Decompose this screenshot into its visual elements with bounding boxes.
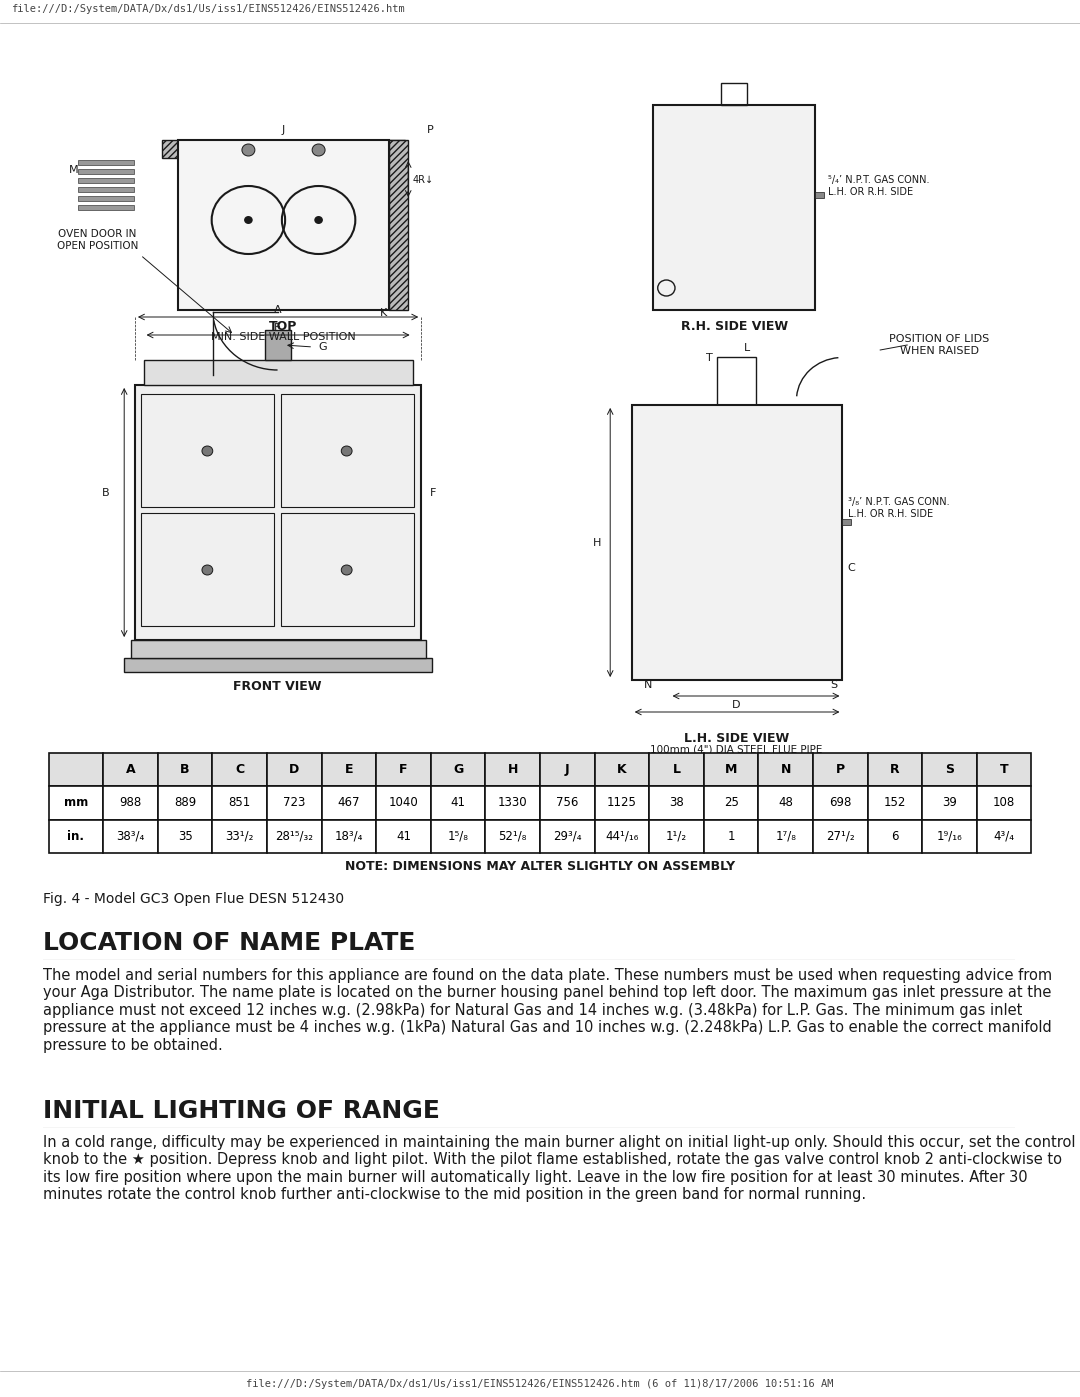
Bar <box>178 140 389 310</box>
Text: The model and serial numbers for this appliance are found on the data plate. The: The model and serial numbers for this ap… <box>43 968 1052 1052</box>
Bar <box>265 330 291 360</box>
Bar <box>632 405 842 680</box>
Text: INITIAL LIGHTING OF RANGE: INITIAL LIGHTING OF RANGE <box>43 1099 440 1123</box>
Circle shape <box>314 217 323 224</box>
Bar <box>721 82 747 105</box>
Text: T: T <box>706 353 713 363</box>
Bar <box>281 513 414 626</box>
Text: FRONT VIEW: FRONT VIEW <box>233 680 322 693</box>
Text: TOP: TOP <box>269 320 297 332</box>
Text: C: C <box>848 563 855 573</box>
Text: J: J <box>281 124 285 136</box>
Text: K: K <box>380 307 387 319</box>
Text: D: D <box>732 700 741 710</box>
Text: Fig. 4 - Model GC3 Open Flue DESN 512430: Fig. 4 - Model GC3 Open Flue DESN 512430 <box>43 893 345 907</box>
Text: In a cold range, difficulty may be experienced in maintaining the main burner al: In a cold range, difficulty may be exper… <box>43 1134 1076 1203</box>
Circle shape <box>202 446 213 455</box>
Text: E: E <box>274 323 281 332</box>
Text: file:///D:/System/DATA/Dx/ds1/Us/iss1/EINS512426/EINS512426.htm (6 of 11)8/17/20: file:///D:/System/DATA/Dx/ds1/Us/iss1/EI… <box>246 1379 834 1389</box>
Bar <box>653 105 815 310</box>
Text: POSITION OF LIDS
WHEN RAISED: POSITION OF LIDS WHEN RAISED <box>890 334 989 356</box>
Text: M: M <box>69 165 78 175</box>
Text: ⁵/₄’ N.P.T. GAS CONN.
L.H. OR R.H. SIDE: ⁵/₄’ N.P.T. GAS CONN. L.H. OR R.H. SIDE <box>828 175 930 197</box>
Bar <box>389 140 408 310</box>
Bar <box>124 658 432 672</box>
Text: R.H. SIDE VIEW: R.H. SIDE VIEW <box>680 320 788 332</box>
Text: L: L <box>744 344 751 353</box>
Bar <box>78 177 134 183</box>
Bar <box>162 140 405 158</box>
Text: MIN. SIDE WALL POSITION: MIN. SIDE WALL POSITION <box>211 332 355 342</box>
Text: 4R↓: 4R↓ <box>413 175 434 184</box>
Text: ³/₈’ N.P.T. GAS CONN.
L.H. OR R.H. SIDE: ³/₈’ N.P.T. GAS CONN. L.H. OR R.H. SIDE <box>848 497 949 518</box>
Text: OVEN DOOR IN
OPEN POSITION: OVEN DOOR IN OPEN POSITION <box>56 229 138 251</box>
Text: H: H <box>593 538 602 548</box>
Circle shape <box>242 144 255 156</box>
Text: NOTE: DIMENSIONS MAY ALTER SLIGHTLY ON ASSEMBLY: NOTE: DIMENSIONS MAY ALTER SLIGHTLY ON A… <box>345 861 735 873</box>
Bar <box>141 394 274 507</box>
Bar <box>78 196 134 201</box>
Bar <box>815 191 824 198</box>
Bar <box>131 640 426 658</box>
Circle shape <box>244 217 253 224</box>
Circle shape <box>312 144 325 156</box>
Text: LOCATION OF NAME PLATE: LOCATION OF NAME PLATE <box>43 932 416 956</box>
Text: N: N <box>644 680 652 690</box>
Circle shape <box>341 446 352 455</box>
Text: A: A <box>273 305 282 314</box>
Bar <box>717 358 756 405</box>
Bar <box>78 187 134 191</box>
Text: L.H. SIDE VIEW: L.H. SIDE VIEW <box>684 732 789 745</box>
Bar <box>78 169 134 175</box>
Bar <box>135 386 421 640</box>
Text: G: G <box>319 342 327 352</box>
Circle shape <box>341 564 352 576</box>
Text: S: S <box>831 680 837 690</box>
Text: file:///D:/System/DATA/Dx/ds1/Us/iss1/EINS512426/EINS512426.htm: file:///D:/System/DATA/Dx/ds1/Us/iss1/EI… <box>11 4 405 14</box>
Bar <box>842 520 851 525</box>
Bar <box>78 205 134 210</box>
Bar <box>144 360 413 386</box>
Text: B: B <box>102 488 109 497</box>
Text: P: P <box>427 124 433 136</box>
Bar <box>141 513 274 626</box>
Circle shape <box>202 564 213 576</box>
Bar <box>78 161 134 165</box>
Text: F: F <box>430 488 436 497</box>
Text: 100mm (4") DIA STEEL FLUE PIPE: 100mm (4") DIA STEEL FLUE PIPE <box>650 745 823 754</box>
Bar <box>281 394 414 507</box>
